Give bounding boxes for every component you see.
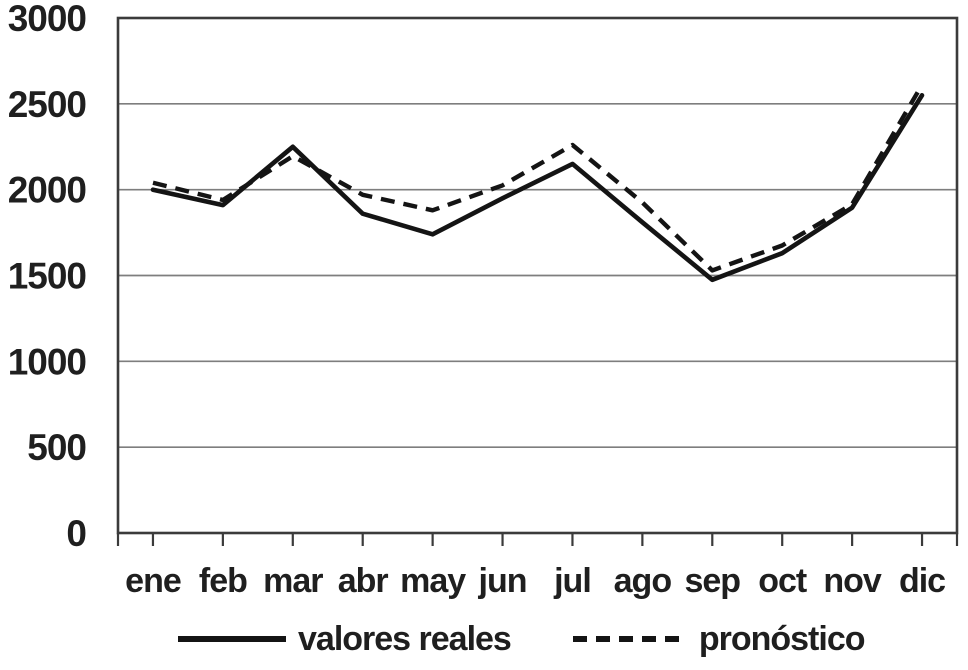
x-axis-label-abr: abr (338, 562, 389, 600)
x-axis-label-mar: mar (263, 562, 323, 600)
legend-item-valores-reales: valores reales (178, 619, 512, 659)
legend-item-pronostico: pronóstico (572, 619, 866, 659)
x-axis-label-may: may (400, 562, 466, 600)
series-line-dashed (152, 83, 924, 273)
legend-label-pronostico: pronóstico (698, 619, 866, 658)
y-axis-label-1500: 1500 (8, 256, 87, 297)
x-axis-label-dic: dic (899, 562, 945, 600)
y-axis-label-2500: 2500 (8, 84, 87, 125)
series-line-solid (150, 93, 925, 283)
plot-border (116, 16, 959, 535)
y-axis-label-500: 500 (27, 427, 86, 468)
x-axis-label-sep: sep (684, 562, 740, 600)
chart-legend: valores reales pronóstico (0, 616, 968, 662)
y-axis-label-0: 0 (66, 513, 86, 554)
x-axis-label-jul: jul (553, 562, 591, 600)
y-axis-label-3000: 3000 (8, 0, 87, 39)
legend-solid-line-swatch (178, 636, 286, 642)
x-axis-label-feb: feb (199, 562, 247, 600)
x-axis-label-ago: ago (614, 562, 672, 600)
y-axis-label-2000: 2000 (8, 170, 87, 211)
x-axis-label-oct: oct (758, 562, 807, 600)
x-axis-label-nov: nov (823, 562, 882, 600)
legend-dashed-line-swatch (572, 636, 687, 642)
y-axis-label-1000: 1000 (8, 341, 87, 382)
legend-label-valores-reales: valores reales (298, 619, 512, 658)
x-axis-label-ene: ene (125, 562, 181, 600)
x-axis-label-jun: jun (478, 562, 527, 600)
